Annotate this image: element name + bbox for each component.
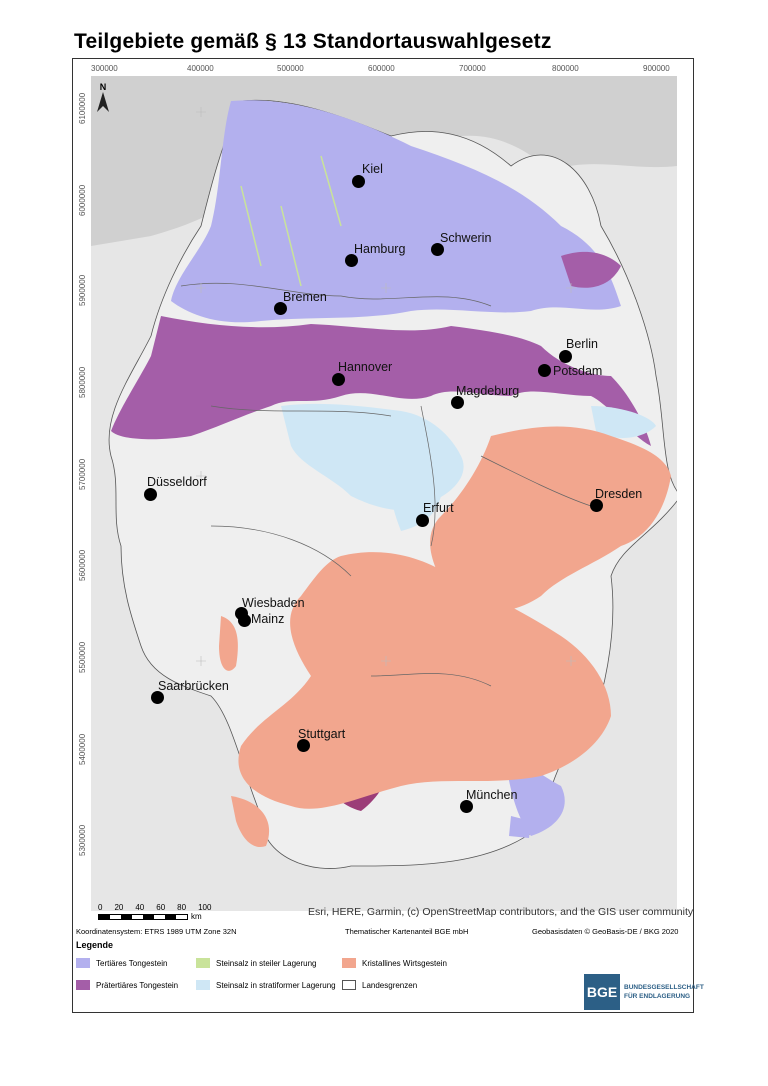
scale-tick: 60 [156,903,166,912]
scale-tick: 0 [98,903,103,912]
scale-tick: 100 [198,903,212,912]
legend-label: Landesgrenzen [362,980,418,990]
coord-system-text: Koordinatensystem: ETRS 1989 UTM Zone 32… [76,927,237,936]
city-marker[interactable] [559,350,572,363]
legend-swatch [76,980,90,990]
city-label: Saarbrücken [158,679,229,693]
legend-swatch [196,980,210,990]
city-marker[interactable] [590,499,603,512]
scale-unit: km [191,912,202,921]
legend-swatch [76,958,90,968]
legend-label: Steinsalz in steiler Lagerung [216,958,317,968]
legend-item: Prätertiäres Tongestein [76,980,178,990]
legend-swatch [342,980,356,990]
city-label: Stuttgart [298,727,346,741]
city-marker[interactable] [297,739,310,752]
city-label: Mainz [251,612,285,626]
legend-item: Steinsalz in steiler Lagerung [196,958,317,968]
y-tick-label: 5400000 [78,733,87,765]
y-tick-label: 5500000 [78,641,87,673]
x-tick-label: 600000 [368,64,395,73]
city-label: Düsseldorf [147,475,207,489]
x-tick-label: 300000 [91,64,118,73]
city-marker[interactable] [431,243,444,256]
y-tick-label: 5300000 [78,824,87,856]
city-label: Wiesbaden [242,596,305,610]
city-label: Hamburg [354,242,406,256]
city-marker[interactable] [538,364,551,377]
legend-label: Prätertiäres Tongestein [96,980,179,990]
city-label: Berlin [566,337,598,351]
y-tick-label: 5800000 [78,366,87,398]
scale-tick: 20 [114,903,124,912]
north-arrow-shape [97,92,109,112]
x-tick-label: 800000 [552,64,579,73]
map-frame [72,58,694,1013]
city-marker[interactable] [144,488,157,501]
city-label: Dresden [595,487,643,501]
legend-title: Legende [76,940,114,950]
thematic-text: Thematischer Kartenanteil BGE mbH [345,927,469,936]
y-tick-label: 5900000 [78,274,87,306]
map-title: Teilgebiete gemäß § 13 Standortauswahlge… [74,30,552,53]
city-marker[interactable] [274,302,287,315]
bge-logo-line1: BUNDESGESELLSCHAFT [624,984,704,991]
city-label: Potsdam [553,364,603,378]
bge-logo-line2: FÜR ENDLAGERUNG [624,993,691,1000]
geobasis-text: Geobasisdaten © GeoBasis-DE / BKG 2020 [532,927,679,936]
city-marker[interactable] [451,396,464,409]
legend-swatch [196,958,210,968]
y-tick-label: 6100000 [78,92,87,124]
x-tick-label: 500000 [277,64,304,73]
y-tick-label: 5600000 [78,549,87,581]
city-label: Kiel [362,162,383,176]
city-marker[interactable] [345,254,358,267]
city-label: Magdeburg [456,384,520,398]
city-marker[interactable] [238,614,251,627]
north-arrow-label: N [99,82,107,92]
city-label: Bremen [283,290,327,304]
scale-tick: 80 [177,903,187,912]
y-tick-label: 5700000 [78,458,87,490]
x-tick-label: 700000 [459,64,486,73]
city-marker[interactable] [332,373,345,386]
city-marker[interactable] [460,800,473,813]
legend-item: Steinsalz in stratiformer Lagerung [196,980,336,990]
x-tick-label: 400000 [187,64,214,73]
city-marker[interactable] [151,691,164,704]
legend-swatch [342,958,356,968]
city-label: München [466,788,518,802]
city-label: Hannover [338,360,393,374]
city-label: Schwerin [440,231,492,245]
legend-item: Kristallines Wirtsgestein [342,958,447,968]
scale-bar: 0 20 40 60 80 100 km [98,903,211,921]
legend-label: Kristallines Wirtsgestein [362,958,447,968]
attribution-text: Esri, HERE, Garmin, (c) OpenStreetMap co… [308,906,694,918]
city-marker[interactable] [416,514,429,527]
bge-logo-mark: BGE [584,974,620,1010]
bge-logo: BGE BUNDESGESELLSCHAFT FÜR ENDLAGERUNG [584,974,704,1010]
legend-item: Landesgrenzen [342,980,417,990]
legend-item: Tertiäres Tongestein [76,958,167,968]
north-arrow-icon: N [96,82,110,114]
x-tick-label: 900000 [643,64,670,73]
y-tick-label: 6000000 [78,184,87,216]
city-marker[interactable] [352,175,365,188]
legend-label: Steinsalz in stratiformer Lagerung [216,980,336,990]
legend-label: Tertiäres Tongestein [96,958,168,968]
map-canvas[interactable] [91,76,677,911]
city-label: Erfurt [423,501,454,515]
scale-tick: 40 [135,903,145,912]
